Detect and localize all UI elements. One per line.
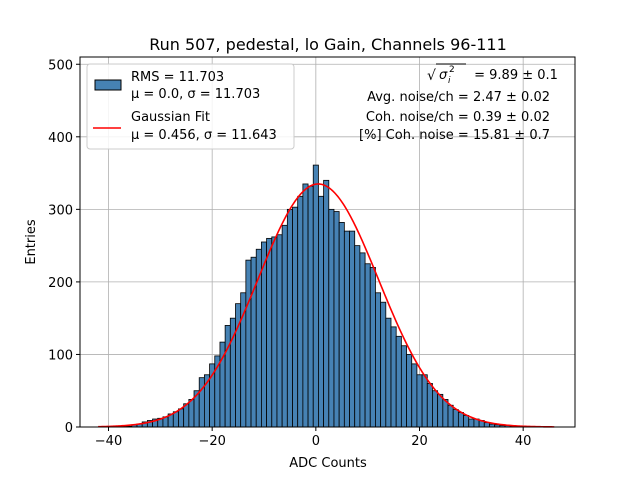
- annotation-coh-noise: Coh. noise/ch = 0.39 ± 0.02: [366, 110, 550, 125]
- histogram-bar: [390, 326, 397, 428]
- sigma-superscript: 2: [449, 65, 455, 75]
- x-axis: −40 −20 0 20 40: [95, 427, 532, 449]
- histogram-bar: [297, 195, 304, 428]
- histogram-bar: [307, 185, 314, 428]
- legend-box: [86, 63, 295, 150]
- histogram-bar: [245, 259, 252, 428]
- chart-title: Run 507, pedestal, lo Gain, Channels 96-…: [149, 35, 507, 54]
- y-tick-label: 300: [48, 203, 73, 218]
- histogram-bar: [292, 206, 299, 428]
- annotation-avg-noise: Avg. noise/ch = 2.47 ± 0.02: [367, 90, 550, 105]
- histogram-bar: [437, 393, 444, 428]
- legend-histogram-swatch: [94, 79, 122, 91]
- histogram-bar: [375, 292, 382, 428]
- y-tick-label: 500: [48, 58, 73, 73]
- histogram-bar: [395, 335, 402, 428]
- histogram-bar: [364, 263, 371, 428]
- histogram-bar: [198, 377, 205, 428]
- histogram-bar: [188, 399, 195, 428]
- histogram-bar: [343, 230, 350, 428]
- histogram-bar: [452, 409, 459, 428]
- histogram-bar: [323, 179, 330, 428]
- y-axis: 0 100 200 300 400 500: [48, 58, 80, 436]
- annotation-coh-noise-pct: [%] Coh. noise = 15.81 ± 0.7: [359, 128, 550, 143]
- annotation-sigma: √ σ i 2 = 9.89 ± 0.1: [427, 63, 558, 86]
- legend: RMS = 11.703 μ = 0.0, σ = 11.703 Gaussia…: [86, 63, 295, 150]
- sqrt-sign: √: [427, 68, 436, 84]
- stats-annotations: √ σ i 2 = 9.89 ± 0.1 Avg. noise/ch = 2.4…: [359, 63, 558, 143]
- histogram-bar: [411, 363, 418, 428]
- histogram-bar: [266, 237, 273, 428]
- histogram-bar: [302, 183, 309, 428]
- histogram-bar: [312, 164, 319, 428]
- histogram-bar: [172, 411, 179, 428]
- histogram-bar: [318, 195, 325, 428]
- legend-rms-stats: μ = 0.0, σ = 11.703: [131, 87, 260, 102]
- sigma-subscript: i: [448, 76, 451, 86]
- legend-fit-label: Gaussian Fit: [131, 110, 210, 125]
- gaussian-fit-line: [98, 183, 555, 428]
- histogram-bar: [359, 252, 366, 428]
- histogram-bar: [426, 383, 433, 428]
- histogram-bar: [286, 208, 293, 428]
- x-tick-label: 0: [312, 434, 320, 449]
- x-tick-label: −40: [95, 434, 122, 449]
- x-tick-label: −20: [198, 434, 225, 449]
- histogram-bar: [400, 345, 407, 428]
- histogram-bar: [447, 404, 454, 428]
- sigma-value: = 9.89 ± 0.1: [470, 68, 558, 83]
- histogram-bar: [369, 266, 376, 428]
- legend-fit-stats: μ = 0.456, σ = 11.643: [131, 128, 277, 143]
- histogram-bar: [432, 390, 439, 428]
- histogram-bar: [463, 414, 470, 428]
- histogram-bar: [178, 408, 185, 428]
- histogram-bar: [276, 234, 283, 428]
- x-axis-label: ADC Counts: [289, 456, 367, 471]
- histogram-bar: [442, 399, 449, 428]
- histogram-bar: [328, 208, 335, 428]
- histogram-bar: [281, 224, 288, 428]
- y-tick-label: 0: [65, 421, 73, 436]
- plot-frame: [79, 56, 576, 428]
- sigma-symbol: σ: [439, 68, 448, 83]
- histogram-bar: [224, 325, 231, 428]
- histogram-bar: [183, 403, 190, 428]
- histogram-bar: [333, 211, 340, 428]
- histogram-bar: [354, 245, 361, 428]
- legend-rms-label: RMS = 11.703: [131, 70, 224, 85]
- x-tick-label: 40: [515, 434, 532, 449]
- histogram-bar: [468, 418, 475, 428]
- histogram-bars: [115, 164, 527, 428]
- histogram-bar: [338, 222, 345, 428]
- x-tick-label: 20: [411, 434, 428, 449]
- histogram-bar: [457, 412, 464, 428]
- histogram-bar: [385, 317, 392, 428]
- histogram-bar: [271, 236, 278, 428]
- y-tick-label: 100: [48, 348, 73, 363]
- y-tick-label: 200: [48, 276, 73, 291]
- histogram-bar: [406, 354, 413, 428]
- histogram-bar: [349, 230, 356, 428]
- histogram-bar: [416, 374, 423, 428]
- histogram-bar: [250, 256, 257, 428]
- y-tick-label: 400: [48, 131, 73, 146]
- histogram-bar: [380, 301, 387, 428]
- y-axis-label: Entries: [24, 219, 39, 265]
- histogram-bar: [421, 374, 428, 428]
